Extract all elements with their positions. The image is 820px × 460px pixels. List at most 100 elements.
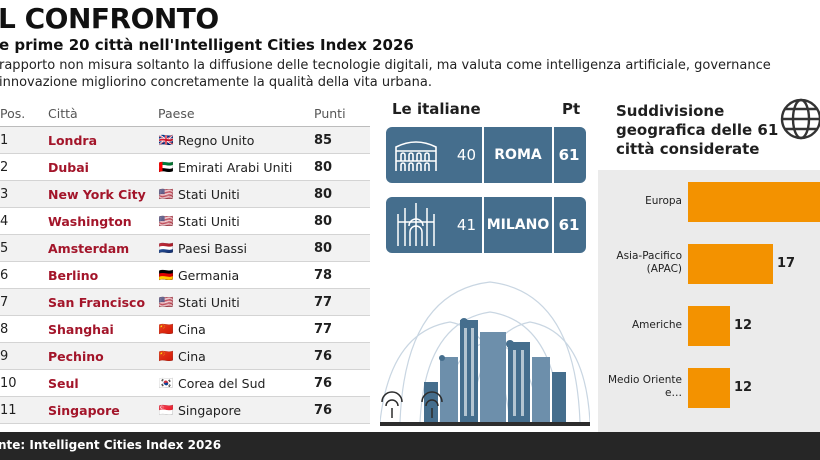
flag-icon: 🇺🇸: [158, 295, 174, 309]
card-divider: [482, 197, 484, 253]
rank-cell: 4: [0, 213, 9, 229]
chart-bar: [688, 244, 773, 284]
city-cell: Singapore: [48, 402, 120, 418]
page-title: L CONFRONTO: [0, 2, 219, 35]
flag-icon: 🇺🇸: [158, 187, 174, 201]
table-row: 7 San Francisco 🇺🇸 Stati Uniti 77: [0, 289, 370, 316]
country-name: Cina: [178, 321, 206, 337]
city-cell: Seul: [48, 375, 79, 391]
points-cell: 77: [314, 321, 333, 337]
points-cell: 76: [314, 348, 333, 364]
table-row: 3 New York City 🇺🇸 Stati Uniti 80: [0, 181, 370, 208]
page-subtitle: e prime 20 città nell'Intelligent Cities…: [0, 36, 414, 54]
country-name: Emirati Arabi Uniti: [178, 159, 293, 175]
country-name: Cina: [178, 348, 206, 364]
page-description: rapporto non misura soltanto la diffusio…: [0, 58, 771, 90]
country-name: Stati Uniti: [178, 213, 240, 229]
points-cell: 80: [314, 240, 333, 256]
chart-category-label: Americhe: [632, 319, 682, 331]
points-cell: 80: [314, 213, 333, 229]
city-cell: New York City: [48, 186, 146, 202]
italian-card-roma: 40 ROMA 61: [386, 127, 586, 183]
card-divider: [552, 197, 554, 253]
table-row: 5 Amsterdam 🇳🇱 Paesi Bassi 80: [0, 235, 370, 262]
country-name: Singapore: [178, 402, 242, 418]
city-cell: Washington: [48, 213, 132, 229]
header-city: Città: [48, 105, 78, 121]
rank-cell: 8: [0, 321, 9, 337]
globe-icon: [778, 96, 820, 146]
italian-points-heading: Pt: [562, 100, 581, 118]
country-name: Germania: [178, 267, 240, 283]
country-name: Stati Uniti: [178, 186, 240, 202]
table-row: 10 Seul 🇰🇷 Corea del Sud 76: [0, 370, 370, 397]
table-row: 4 Washington 🇺🇸 Stati Uniti 80: [0, 208, 370, 235]
country-cell: 🇺🇸 Stati Uniti: [158, 187, 314, 202]
rank-cell: 11: [0, 402, 17, 418]
rank-cell: 2: [0, 159, 9, 175]
flag-icon: 🇨🇳: [158, 322, 174, 336]
country-cell: 🇦🇪 Emirati Arabi Uniti: [158, 160, 314, 175]
points-cell: 78: [314, 267, 333, 283]
table-row: 2 Dubai 🇦🇪 Emirati Arabi Uniti 80: [0, 154, 370, 181]
city-cell: Dubai: [48, 159, 89, 175]
country-name: Corea del Sud: [178, 375, 266, 391]
country-name: Regno Unito: [178, 132, 255, 148]
country-cell: 🇬🇧 Regno Unito: [158, 133, 314, 148]
chart-value-label: 17: [777, 256, 796, 271]
rank-cell: 3: [0, 186, 9, 202]
table-body: 1 Londra 🇬🇧 Regno Unito 85 2 Dubai 🇦🇪 Emirati Ar…: [0, 127, 370, 424]
card-rank: 40: [456, 146, 476, 164]
italian-heading: Le italiane: [392, 100, 481, 118]
points-cell: 85: [314, 132, 333, 148]
country-cell: 🇨🇳 Cina: [158, 322, 314, 337]
country-name: Paesi Bassi: [178, 240, 248, 256]
duomo-icon: [386, 197, 446, 253]
card-divider: [552, 127, 554, 183]
chart-value-label: 12: [734, 380, 753, 395]
points-cell: 77: [314, 294, 333, 310]
table-row: 9 Pechino 🇨🇳 Cina 76: [0, 343, 370, 370]
country-cell: 🇸🇬 Singapore: [158, 403, 314, 418]
card-points: 61: [558, 146, 580, 164]
table-row: 1 Londra 🇬🇧 Regno Unito 85: [0, 127, 370, 154]
country-cell: 🇺🇸 Stati Uniti: [158, 214, 314, 229]
flag-icon: 🇳🇱: [158, 241, 174, 255]
country-cell: 🇰🇷 Corea del Sud: [158, 376, 314, 391]
table-row: 8 Shanghai 🇨🇳 Cina 77: [0, 316, 370, 343]
points-cell: 80: [314, 159, 333, 175]
chart-title: Suddivisione geografica delle 61 città c…: [616, 102, 779, 158]
card-rank: 41: [456, 216, 476, 234]
chart-bar: [688, 368, 730, 408]
rank-cell: 9: [0, 348, 9, 364]
card-divider: [482, 127, 484, 183]
flag-icon: 🇨🇳: [158, 349, 174, 363]
card-points: 61: [558, 216, 580, 234]
source-footer: nte: Intelligent Cities Index 2026: [0, 432, 820, 460]
city-cell: Pechino: [48, 348, 104, 364]
rank-cell: 5: [0, 240, 9, 256]
points-cell: 80: [314, 186, 333, 202]
country-cell: 🇨🇳 Cina: [158, 349, 314, 364]
rank-cell: 6: [0, 267, 9, 283]
flag-icon: 🇩🇪: [158, 268, 174, 282]
ranking-table: Pos. Città Paese Punti 1 Londra 🇬🇧 Regno Un…: [0, 100, 370, 424]
table-header-row: Pos. Città Paese Punti: [0, 100, 370, 127]
city-cell: Berlino: [48, 267, 99, 283]
points-cell: 76: [314, 402, 333, 418]
header-points: Punti: [314, 105, 346, 121]
city-cell: San Francisco: [48, 294, 146, 310]
card-city-name: MILANO: [486, 217, 550, 233]
country-cell: 🇩🇪 Germania: [158, 268, 314, 283]
smart-city-illustration: [379, 262, 591, 432]
city-cell: Londra: [48, 132, 97, 148]
country-name: Stati Uniti: [178, 294, 240, 310]
flag-icon: 🇺🇸: [158, 214, 174, 228]
chart-value-label: 12: [734, 318, 753, 333]
chart-bar: [688, 182, 820, 222]
rank-cell: 7: [0, 294, 9, 310]
source-text: nte: Intelligent Cities Index 2026: [0, 438, 222, 452]
country-cell: 🇺🇸 Stati Uniti: [158, 295, 314, 310]
table-row: 11 Singapore 🇸🇬 Singapore 76: [0, 397, 370, 424]
flag-icon: 🇦🇪: [158, 160, 174, 174]
